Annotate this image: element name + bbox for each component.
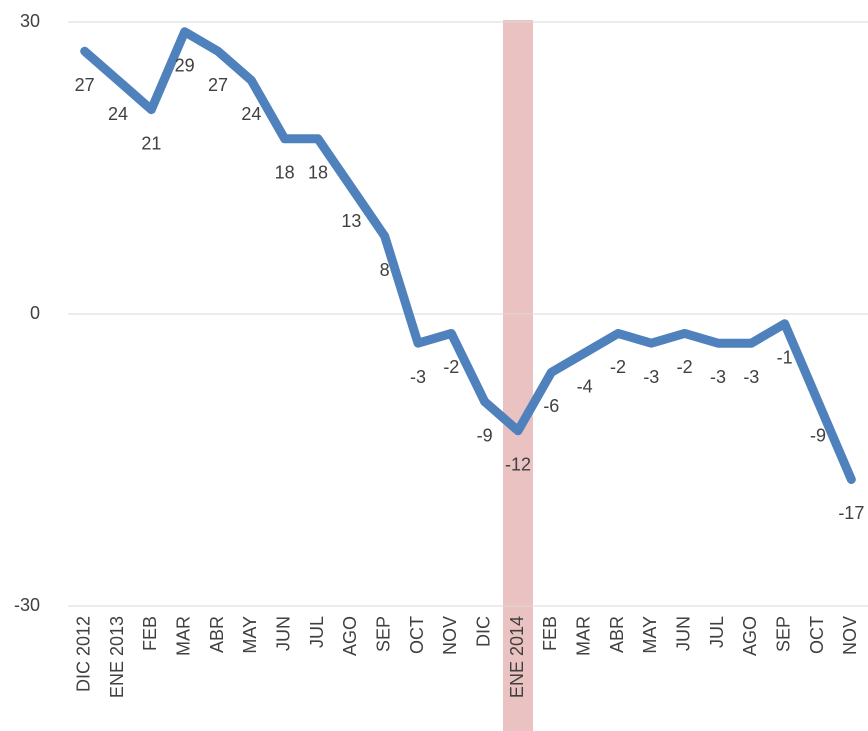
data-label: -17 bbox=[838, 503, 864, 523]
x-tick-label: NOV bbox=[440, 616, 460, 655]
x-tick-label: JUL bbox=[707, 616, 727, 648]
data-label: -3 bbox=[743, 367, 759, 387]
highlight-band bbox=[503, 20, 533, 731]
data-label: 27 bbox=[208, 75, 228, 95]
x-tick-label: AGO bbox=[740, 616, 760, 656]
data-label: -3 bbox=[710, 367, 726, 387]
x-tick-label: ENE 2013 bbox=[107, 616, 127, 698]
x-tick-label: SEP bbox=[773, 616, 793, 652]
data-label: 24 bbox=[108, 104, 128, 124]
data-label: -2 bbox=[443, 357, 459, 377]
data-label: 8 bbox=[380, 260, 390, 280]
x-tick-label: NOV bbox=[840, 616, 860, 655]
y-tick-label: 0 bbox=[30, 303, 40, 323]
data-label: 21 bbox=[141, 133, 161, 153]
data-label: 29 bbox=[175, 55, 195, 75]
x-tick-label: FEB bbox=[540, 616, 560, 651]
x-tick-label: MAY bbox=[640, 616, 660, 654]
x-tick-label: FEB bbox=[140, 616, 160, 651]
data-label: 13 bbox=[341, 211, 361, 231]
x-tick-label: OCT bbox=[807, 616, 827, 654]
data-label: 18 bbox=[275, 163, 295, 183]
y-tick-label: -30 bbox=[14, 595, 40, 615]
data-label: -6 bbox=[543, 396, 559, 416]
x-tick-label: ABR bbox=[207, 616, 227, 653]
data-label: 27 bbox=[75, 75, 95, 95]
data-label: -2 bbox=[677, 357, 693, 377]
data-label: -2 bbox=[610, 357, 626, 377]
x-tick-label: SEP bbox=[373, 616, 393, 652]
x-tick-label: AGO bbox=[340, 616, 360, 656]
data-label: -1 bbox=[777, 347, 793, 367]
x-tick-label: ENE 2014 bbox=[507, 616, 527, 698]
x-tick-label: DIC 2012 bbox=[73, 616, 93, 692]
x-tick-label: ABR bbox=[607, 616, 627, 653]
x-tick-label: JUN bbox=[273, 616, 293, 651]
data-label: -4 bbox=[577, 377, 593, 397]
data-label: 24 bbox=[241, 104, 261, 124]
y-tick-label: 30 bbox=[20, 11, 40, 31]
line bbox=[80, 27, 856, 484]
data-label: -3 bbox=[643, 367, 659, 387]
data-label: 18 bbox=[308, 163, 328, 183]
x-tick-label: MAR bbox=[573, 616, 593, 656]
data-label: -9 bbox=[810, 425, 826, 445]
x-tick-label: JUL bbox=[307, 616, 327, 648]
x-tick-label: OCT bbox=[407, 616, 427, 654]
x-tick-label: MAY bbox=[240, 616, 260, 654]
data-label: -3 bbox=[410, 367, 426, 387]
data-label: -9 bbox=[477, 425, 493, 445]
x-tick-label: DIC bbox=[473, 616, 493, 647]
data-label: -12 bbox=[505, 455, 531, 475]
x-tick-label: JUN bbox=[673, 616, 693, 651]
x-tick-label: MAR bbox=[173, 616, 193, 656]
